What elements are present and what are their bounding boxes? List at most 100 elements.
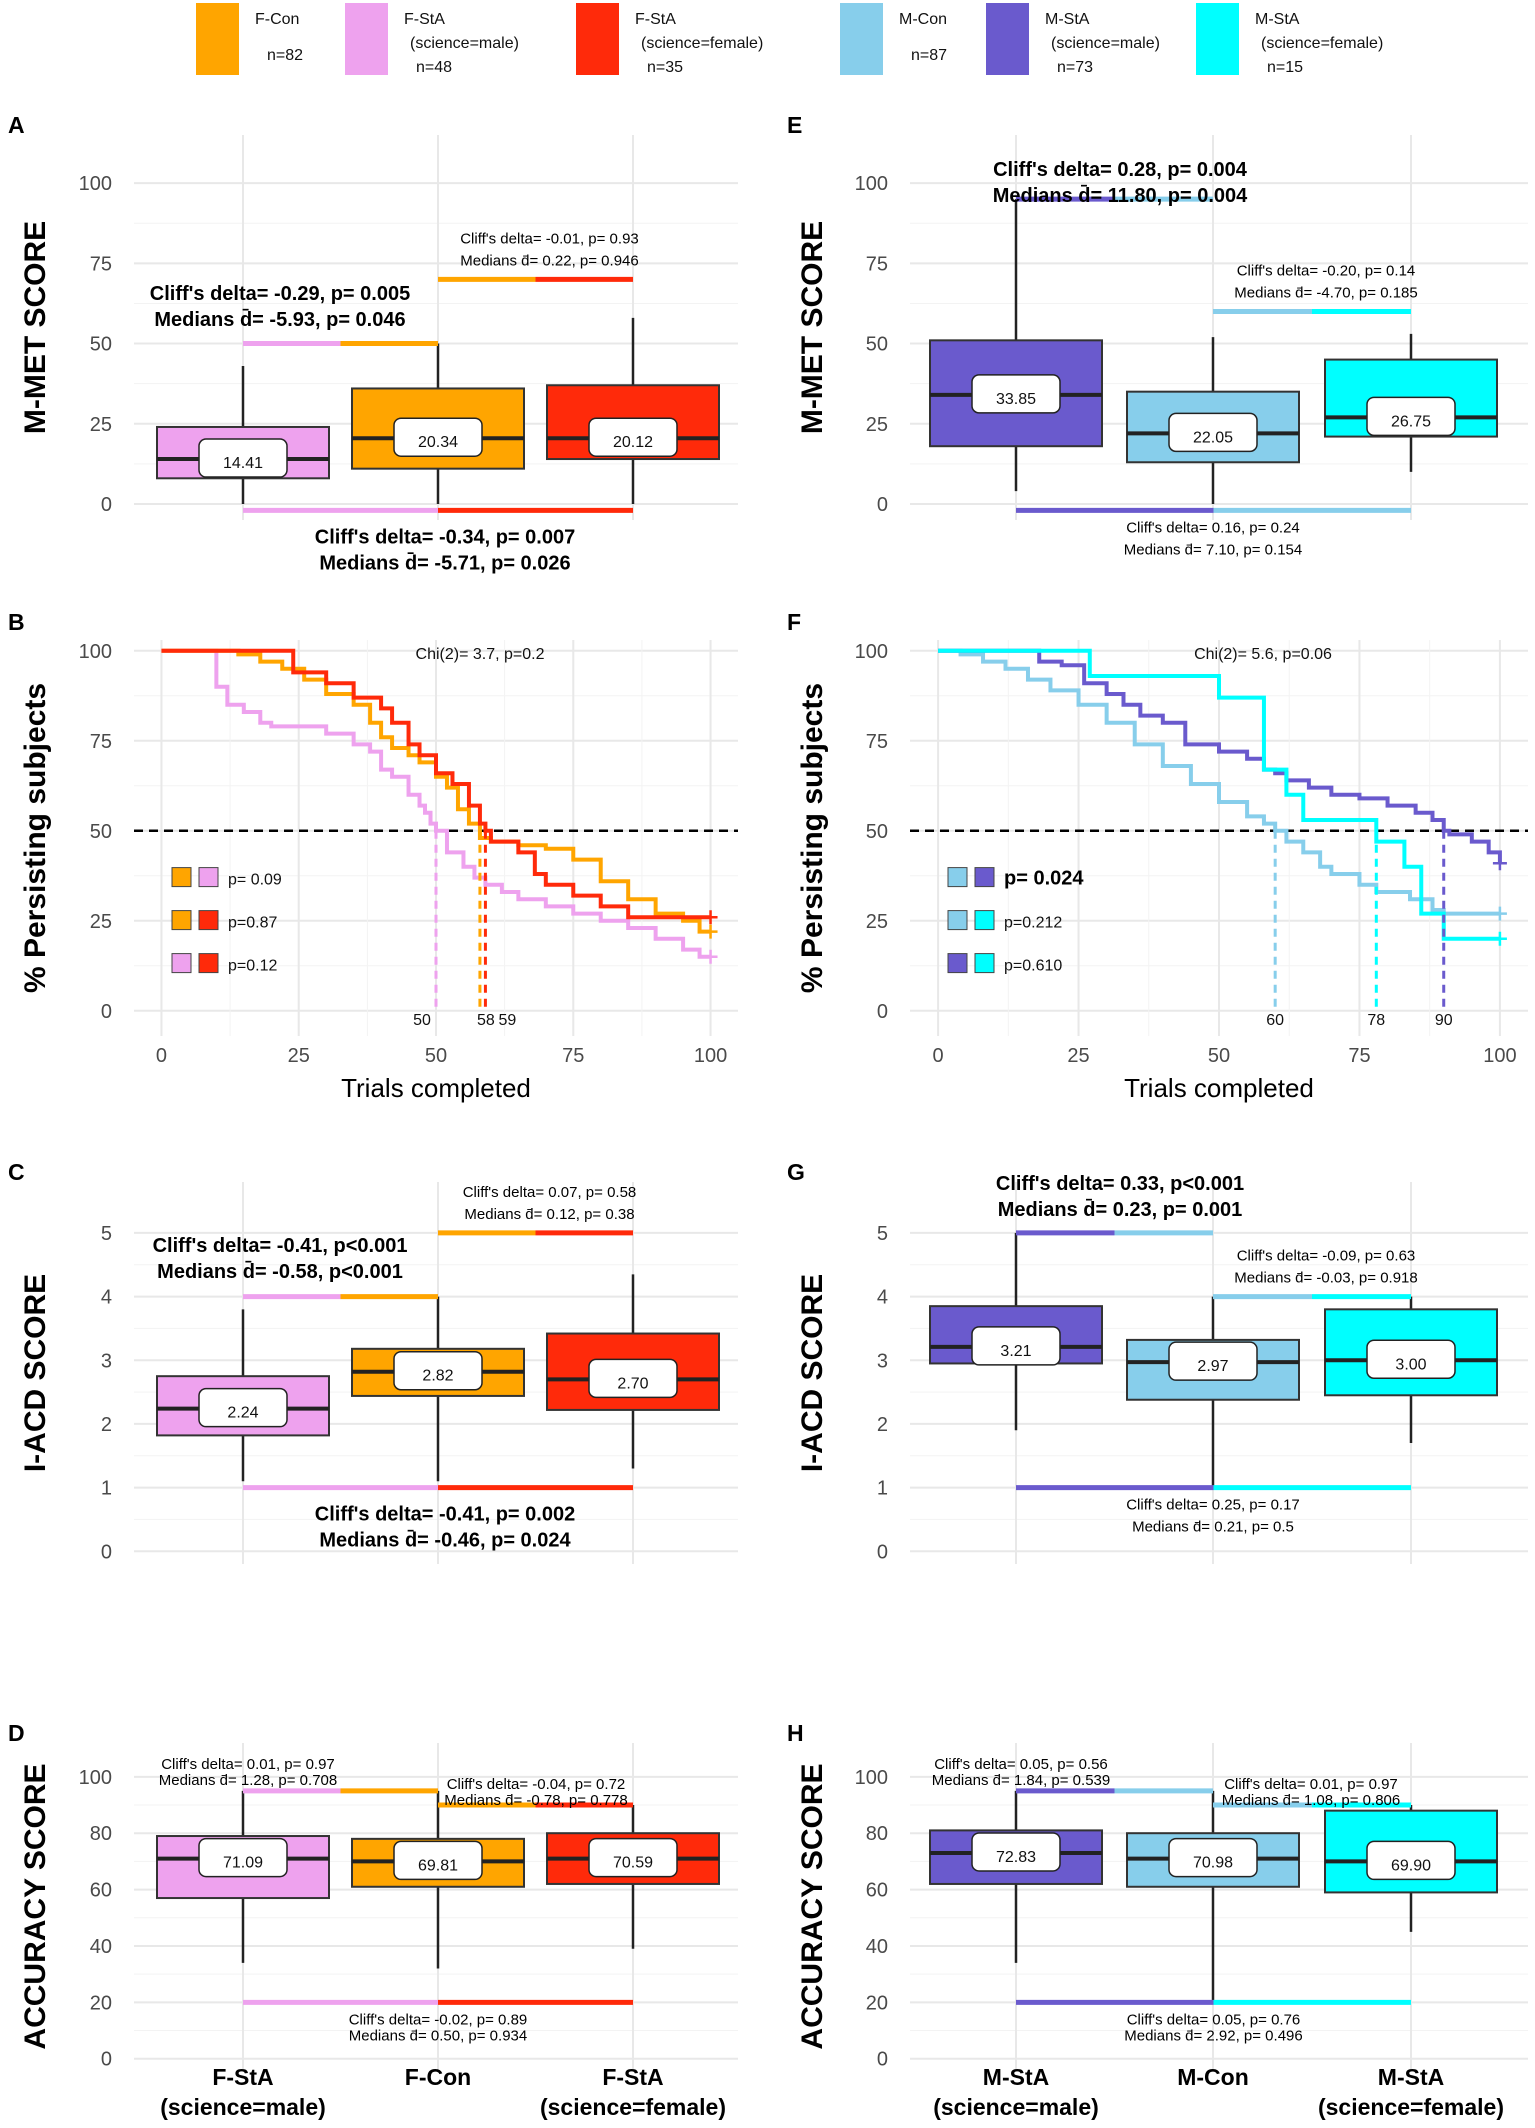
legend-swatch — [840, 3, 883, 75]
median-value-label: 59 — [499, 1012, 517, 1029]
legend-n: n=87 — [911, 47, 947, 64]
median-label-box — [393, 417, 483, 457]
stat-note-line2: Medians d̄= 1.28, p= 0.708 — [159, 1772, 337, 1789]
x-category-label: F-StA — [212, 2064, 273, 2090]
stat-note-line2: Medians d̄= 0.23, p= 0.001 — [998, 1199, 1243, 1221]
y-tick-label: 0 — [101, 1001, 112, 1023]
stat-note-line2: Medians d̄= 0.21, p= 0.5 — [1132, 1519, 1294, 1536]
stat-note-line2: Medians d̄= 0.22, p= 0.946 — [460, 252, 638, 269]
y-tick-label: 25 — [866, 414, 888, 436]
y-axis-label: M-MET SCORE — [19, 221, 52, 434]
median-label: 2.24 — [227, 1405, 258, 1422]
median-label-box — [198, 438, 288, 478]
legend-swatch — [1196, 3, 1239, 75]
x-tick-label: 25 — [288, 1045, 310, 1067]
stat-note-line1: Cliff's delta= -0.01, p= 0.93 — [460, 230, 639, 247]
median-label: 20.34 — [418, 434, 458, 451]
panel-letter: B — [8, 609, 25, 635]
x-tick-label: 75 — [562, 1045, 584, 1067]
pval-swatch — [974, 910, 995, 931]
panel-b: 0 25 50 75 100 0 25 50 75 100 Trials completed % Pe… — [8, 609, 738, 1103]
median-label: 3.00 — [1395, 1356, 1426, 1373]
y-tick-label: 60 — [90, 1880, 112, 1902]
median-label-box — [588, 417, 678, 457]
pval-swatch — [198, 910, 219, 931]
legend-label: F-Con — [255, 11, 299, 28]
y-tick-label: 20 — [90, 1992, 112, 2014]
legend-label: M-StA — [1045, 11, 1090, 28]
stat-note-line1: Cliff's delta= 0.01, p= 0.97 — [161, 1756, 335, 1773]
stat-note-line2: Medians d̄= -0.58, p<0.001 — [157, 1261, 403, 1283]
legend-label: M-Con — [899, 11, 947, 28]
x-tick-label: 25 — [1067, 1045, 1089, 1067]
stat-note-line1: Cliff's delta= -0.09, p= 0.63 — [1237, 1248, 1416, 1265]
median-label: 26.75 — [1391, 413, 1431, 430]
y-axis-label: I-ACD SCORE — [19, 1274, 52, 1472]
y-tick-label: 25 — [866, 911, 888, 933]
stat-note-line1: Cliff's delta= -0.20, p= 0.14 — [1237, 262, 1416, 279]
x-category-label: M-Con — [1177, 2064, 1249, 2090]
chi-stat: Chi(2)= 3.7, p=0.2 — [416, 646, 545, 663]
y-tick-label: 40 — [90, 1936, 112, 1958]
median-value-label: 90 — [1435, 1012, 1453, 1029]
panel-letter: G — [787, 1159, 805, 1185]
pval-label: p=0.610 — [1004, 958, 1062, 975]
censor-mark — [1492, 906, 1507, 921]
legend-swatch — [345, 3, 388, 75]
median-label-box — [1168, 1837, 1258, 1878]
x-category-label: M-StA — [983, 2064, 1049, 2090]
median-label-box — [588, 1837, 678, 1878]
y-tick-label: 4 — [877, 1287, 888, 1309]
legend-swatch — [576, 3, 619, 75]
legend-n: n=48 — [416, 59, 452, 76]
pval-swatch — [974, 953, 995, 974]
median-label-box — [393, 1840, 483, 1881]
x-category-sublabel: (science=female) — [1318, 2094, 1504, 2120]
stat-note-line1: Cliff's delta= 0.01, p= 0.97 — [1224, 1776, 1398, 1793]
survival-curve — [161, 648, 711, 920]
panel-h: 0 20 40 60 80 100 ACCURACY SCORE H 72.83 70.98 69.… — [787, 1720, 1528, 2071]
x-tick-label: 0 — [156, 1045, 167, 1067]
y-tick-label: 3 — [101, 1350, 112, 1372]
censor-mark — [1492, 931, 1507, 946]
y-axis-label: ACCURACY SCORE — [19, 1763, 52, 2049]
median-value-label: 50 — [413, 1012, 431, 1029]
legend-n: n=35 — [647, 59, 683, 76]
stat-note-line2: Medians d̄= 1.84, p= 0.539 — [932, 1772, 1110, 1789]
legend-sublabel: (science=female) — [641, 35, 763, 52]
pval-swatch — [947, 910, 968, 931]
y-tick-label: 75 — [90, 731, 112, 753]
median-label: 2.97 — [1197, 1358, 1228, 1375]
x-tick-label: 50 — [425, 1045, 447, 1067]
median-label: 70.59 — [613, 1855, 653, 1872]
median-label: 69.81 — [418, 1857, 458, 1874]
panel-letter: F — [787, 609, 801, 635]
y-tick-label: 100 — [79, 173, 112, 195]
median-label-box — [1366, 1840, 1456, 1881]
y-tick-label: 50 — [866, 821, 888, 843]
legend-label: F-StA — [635, 11, 676, 28]
stat-note-line1: Cliff's delta= 0.16, p= 0.24 — [1126, 519, 1300, 536]
y-tick-label: 50 — [90, 821, 112, 843]
median-value-label: 58 — [477, 1012, 495, 1029]
stat-note-line1: Cliff's delta= -0.02, p= 0.89 — [349, 2011, 528, 2028]
stat-note-line2: Medians d̄= 1.08, p= 0.806 — [1222, 1792, 1400, 1809]
median-label-box — [971, 1326, 1061, 1366]
y-tick-label: 0 — [101, 494, 112, 516]
y-tick-label: 0 — [877, 494, 888, 516]
y-tick-label: 100 — [79, 1767, 112, 1789]
x-category-label: F-Con — [405, 2064, 471, 2090]
panel-a: 0 25 50 75 100 M-MET SCORE A 14.41 20.34 20.12 Cli… — [8, 112, 738, 574]
panel-letter: D — [8, 1720, 25, 1746]
stat-note-line2: Medians d̄= -5.93, p= 0.046 — [154, 309, 405, 331]
x-category-sublabel: (science=female) — [540, 2094, 726, 2120]
chi-stat: Chi(2)= 5.6, p=0.06 — [1194, 646, 1332, 663]
stat-note-line2: Medians d̄= 2.92, p= 0.496 — [1124, 2027, 1302, 2044]
legend-swatch — [196, 3, 239, 75]
y-tick-label: 0 — [877, 1001, 888, 1023]
median-label: 20.12 — [613, 434, 653, 451]
x-tick-label: 0 — [933, 1045, 944, 1067]
panel-f: 0 25 50 75 100 0 25 50 75 100 Trials completed % Pe… — [787, 609, 1528, 1103]
y-tick-label: 40 — [866, 1936, 888, 1958]
